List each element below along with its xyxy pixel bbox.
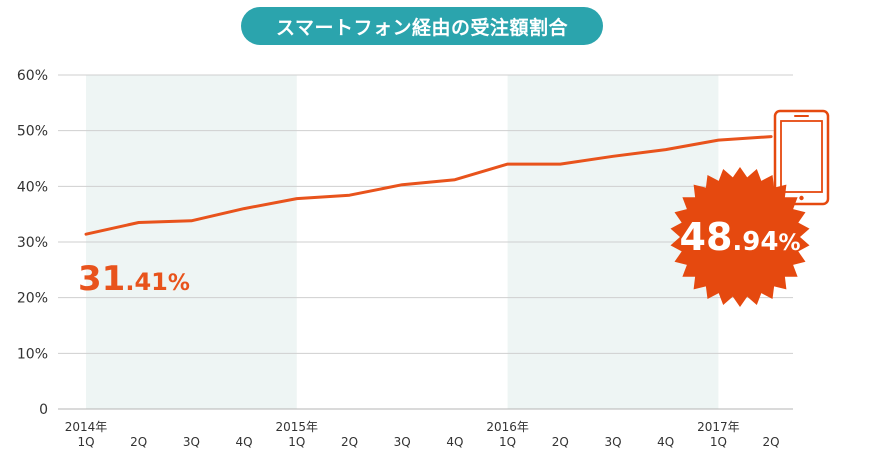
end-value-badge: 48.94% xyxy=(670,167,810,307)
x-tick-label: 1Q xyxy=(288,435,305,449)
start-value-unit: % xyxy=(168,271,190,296)
end-value-unit: % xyxy=(778,231,800,256)
y-axis-ticks: 0 10% 20% 30% 40% 50% 60% xyxy=(17,68,48,418)
y-tick-label: 20% xyxy=(17,291,48,307)
starburst-badge-shape xyxy=(670,167,810,307)
x-tick-year-label: 2017年 xyxy=(697,420,740,434)
series-group xyxy=(84,135,773,236)
series-line xyxy=(84,135,773,236)
x-tick-label: 3Q xyxy=(183,435,200,449)
x-tick-year-label: 2014年 xyxy=(65,420,108,434)
y-tick-label: 50% xyxy=(17,124,48,140)
y-tick-label: 30% xyxy=(17,235,48,251)
x-tick-label: 2Q xyxy=(763,435,780,449)
x-tick-label: 4Q xyxy=(236,435,253,449)
start-value-int: 31 xyxy=(78,259,125,299)
x-tick-label: 2Q xyxy=(341,435,358,449)
x-tick-label: 4Q xyxy=(446,435,463,449)
end-value-dec: .94 xyxy=(732,227,778,257)
y-tick-label: 60% xyxy=(17,68,48,84)
start-value-dec: .41 xyxy=(125,268,168,296)
start-value-label: 31.41% xyxy=(78,259,190,299)
x-tick-label: 1Q xyxy=(499,435,516,449)
smartphone-icon xyxy=(773,109,830,206)
x-tick-label: 3Q xyxy=(604,435,621,449)
x-tick-label: 2Q xyxy=(130,435,147,449)
grid-lines xyxy=(58,74,793,410)
x-tick-year-label: 2016年 xyxy=(486,420,529,434)
y-tick-label: 0 xyxy=(39,402,48,418)
x-tick-label: 2Q xyxy=(552,435,569,449)
chart-title: スマートフォン経由の受注額割合 xyxy=(241,7,603,45)
x-tick-label: 1Q xyxy=(77,435,94,449)
end-value-int: 48 xyxy=(680,215,733,259)
x-tick-label: 3Q xyxy=(394,435,411,449)
x-tick-year-label: 2015年 xyxy=(276,420,319,434)
x-tick-label: 4Q xyxy=(657,435,674,449)
y-tick-label: 10% xyxy=(17,346,48,362)
y-tick-label: 40% xyxy=(17,179,48,195)
end-value-label: 48.94% xyxy=(680,215,801,259)
x-tick-label: 1Q xyxy=(710,435,727,449)
